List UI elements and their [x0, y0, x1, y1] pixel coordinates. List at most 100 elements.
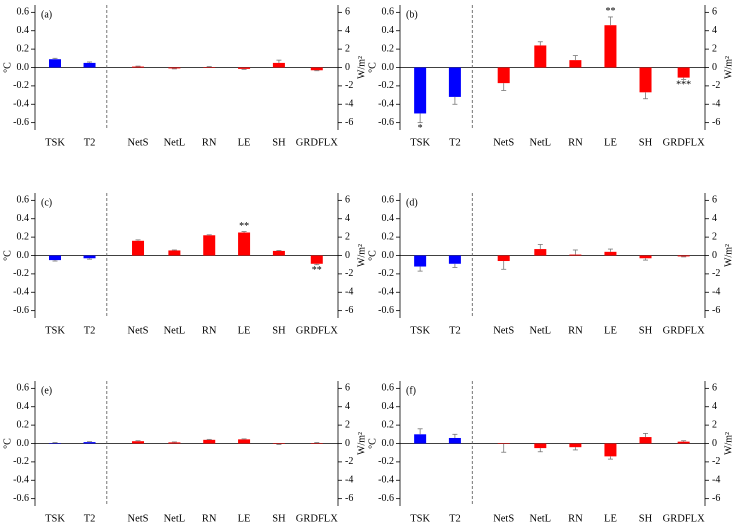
y2-axis-label: W/m² — [356, 432, 367, 455]
y2-tick-label: -4 — [345, 99, 353, 110]
x-tick-label: T2 — [449, 325, 461, 336]
y-tick-label: 0.4 — [17, 25, 30, 36]
x-tick-label: T2 — [449, 137, 461, 148]
y2-tick-label: -4 — [712, 475, 720, 486]
significance: * — [418, 123, 423, 134]
y-tick-label: 0.2 — [382, 43, 395, 54]
bar — [310, 443, 323, 444]
y2-axis-label: W/m² — [356, 244, 367, 267]
bar — [238, 232, 251, 256]
bar — [414, 255, 427, 267]
x-tick-label: SH — [639, 137, 653, 148]
x-tick-label: GRDFLX — [296, 137, 338, 148]
significance: ** — [312, 265, 322, 276]
x-tick-label: NetL — [530, 513, 552, 523]
y2-tick-label: -2 — [345, 456, 353, 467]
y2-tick-label: 6 — [345, 7, 350, 18]
bar — [203, 67, 216, 68]
y-axis-label: °C — [2, 62, 13, 73]
y-tick-label: -0.2 — [378, 456, 394, 467]
y2-tick-label: 6 — [345, 195, 350, 206]
y-tick-label: 0.2 — [17, 43, 30, 54]
y-axis-label: °C — [2, 250, 13, 261]
x-tick-label: SH — [272, 513, 286, 523]
bar — [604, 25, 617, 68]
y-axis-label: °C — [367, 438, 378, 449]
y-tick-label: -0.6 — [378, 493, 394, 504]
bar — [639, 255, 652, 259]
bar — [534, 443, 547, 449]
y2-axis-label: W/m² — [723, 56, 734, 79]
panel-title: (c) — [41, 197, 52, 208]
x-tick-label: NetL — [164, 325, 186, 336]
y-axis-label: °C — [367, 62, 378, 73]
x-tick-label: NetS — [128, 137, 149, 148]
x-tick-label: LE — [604, 137, 617, 148]
x-tick-label: LE — [604, 513, 617, 523]
bar — [132, 240, 145, 256]
bar — [272, 443, 285, 444]
significance: *** — [676, 80, 691, 91]
panel-title: (f) — [406, 385, 416, 396]
y2-tick-label: 0 — [345, 438, 350, 449]
bar — [272, 62, 285, 68]
bar — [604, 443, 617, 457]
bar — [569, 443, 582, 448]
y-tick-label: 0.4 — [17, 401, 30, 412]
x-tick-label: SH — [272, 325, 286, 336]
bar — [497, 255, 510, 262]
bar — [604, 251, 617, 256]
y2-tick-label: 0 — [712, 62, 717, 73]
y2-tick-label: -2 — [712, 80, 720, 91]
y2-tick-label: -6 — [712, 117, 720, 128]
x-tick-label: LE — [604, 325, 617, 336]
bar — [310, 255, 323, 264]
y2-tick-label: -6 — [345, 493, 353, 504]
x-tick-label: T2 — [84, 137, 96, 148]
y2-tick-label: 0 — [712, 438, 717, 449]
y2-tick-label: -4 — [712, 99, 720, 110]
x-tick-label: T2 — [84, 513, 96, 523]
y2-tick-label: 6 — [712, 7, 717, 18]
significance: ** — [605, 6, 615, 17]
x-tick-label: NetS — [493, 513, 514, 523]
panel-title: (a) — [41, 9, 52, 20]
panel-title: (d) — [406, 197, 418, 208]
y-tick-label: 0.2 — [17, 231, 30, 242]
x-tick-label: TSK — [45, 325, 65, 336]
y2-tick-label: 4 — [345, 213, 350, 224]
y-tick-label: 0.6 — [17, 195, 30, 206]
y2-tick-label: 4 — [345, 401, 350, 412]
y-tick-label: -0.6 — [13, 305, 29, 316]
x-tick-label: RN — [568, 325, 583, 336]
x-tick-label: NetS — [128, 513, 149, 523]
bar — [132, 66, 145, 68]
y-tick-label: 0.0 — [17, 62, 30, 73]
x-tick-label: RN — [202, 513, 217, 523]
y2-tick-label: -6 — [712, 493, 720, 504]
y-tick-label: 0.6 — [382, 383, 395, 394]
x-tick-label: NetL — [164, 137, 186, 148]
y2-tick-label: -6 — [345, 305, 353, 316]
y2-tick-label: 4 — [712, 401, 717, 412]
y2-axis-label: W/m² — [356, 56, 367, 79]
y2-tick-label: 6 — [712, 383, 717, 394]
x-tick-label: T2 — [84, 325, 96, 336]
bar — [48, 255, 61, 261]
bar — [48, 59, 61, 68]
y-tick-label: 0.6 — [17, 7, 30, 18]
y2-tick-label: 2 — [712, 43, 717, 54]
y2-tick-label: -4 — [345, 287, 353, 298]
y-tick-label: -0.4 — [13, 99, 29, 110]
y2-tick-label: 4 — [345, 25, 350, 36]
x-tick-label: TSK — [45, 513, 65, 523]
x-tick-label: SH — [639, 513, 653, 523]
bar — [83, 442, 96, 444]
y-tick-label: 0.0 — [382, 250, 395, 261]
bar — [168, 442, 181, 444]
x-tick-label: T2 — [449, 513, 461, 523]
bar — [238, 67, 251, 69]
y-tick-label: 0.2 — [382, 419, 395, 430]
x-tick-label: GRDFLX — [663, 137, 705, 148]
x-tick-label: TSK — [410, 325, 430, 336]
